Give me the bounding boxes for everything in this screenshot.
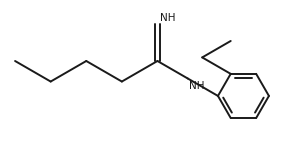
- Text: NH: NH: [189, 81, 204, 91]
- Text: NH: NH: [160, 13, 176, 23]
